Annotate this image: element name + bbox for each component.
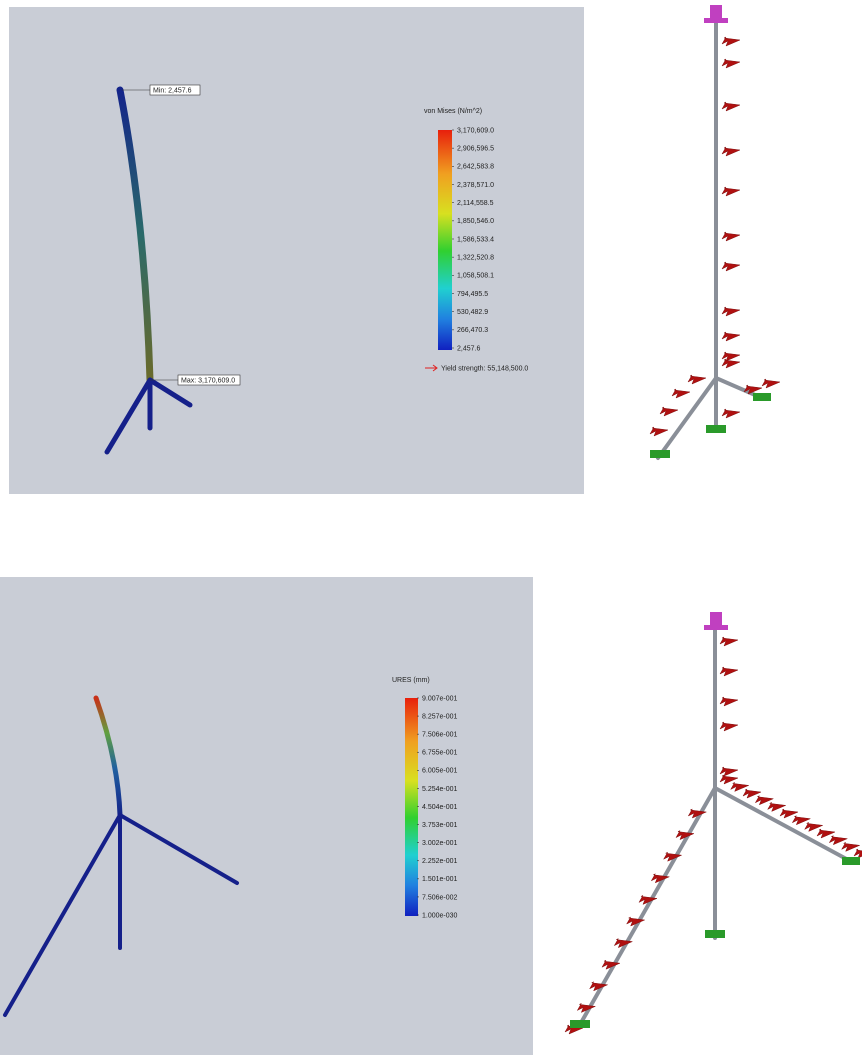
legend-label: 3.002e-001 [422,840,458,847]
viewport [9,7,584,494]
legend-label: 2.252e-001 [422,858,458,865]
load-arrow [722,409,740,418]
legend-label: 794,495.5 [457,291,488,298]
load-arrow [722,359,740,368]
load-arrow [720,775,738,784]
legend-label: 7.506e-001 [422,732,458,739]
legend-label: 2,114,558.5 [457,200,494,207]
viewport [0,577,533,1055]
legend-label: 9.007e-001 [422,695,458,702]
legend-label: 4.504e-001 [422,804,458,811]
load-arrow [672,389,690,398]
load-arrow [722,187,740,196]
legend-label: 1.501e-001 [422,876,458,883]
legend-label: 8.257e-001 [422,713,458,720]
legend-label: 530,482.9 [457,309,488,316]
legend-label: 2,378,571.0 [457,182,494,189]
load-arrow [720,667,738,676]
legend-label: 2,457.6 [457,345,480,352]
load-arrow [660,407,678,416]
max-label: Max: 3,170,609.0 [181,377,235,384]
legend-label: 1,586,533.4 [457,236,494,243]
load-arrow [762,379,780,388]
load-arrow [722,37,740,46]
load-arrow [720,722,738,731]
structure [578,615,852,1028]
legend-label: 2,642,583.8 [457,164,494,171]
legend-label: 6.755e-001 [422,750,458,757]
load-arrow [722,262,740,271]
load-arrow [688,375,706,384]
legend-label: 6.005e-001 [422,768,458,775]
legend-label: 5.254e-001 [422,786,458,793]
load-arrow [650,427,668,436]
load-arrow [720,767,738,776]
load-arrow [720,697,738,706]
legend-label: 2,906,596.5 [457,146,494,153]
load-arrow [722,232,740,241]
load-arrow [722,307,740,316]
color-bar [405,698,418,916]
load-arrow [720,637,738,646]
load-arrow [722,102,740,111]
structure [658,12,762,458]
legend-title: URES (mm) [392,677,430,684]
min-label: Min: 2,457.6 [153,87,192,94]
legend-label: 1.000e-030 [422,912,458,919]
yield-note: Yield strength: 55,148,500.0 [441,365,528,372]
load-arrow [722,147,740,156]
load-arrow [722,332,740,341]
legend-label: 1,322,520.8 [457,255,494,262]
legend-label: 3,170,609.0 [457,127,494,134]
legend-label: 1,850,546.0 [457,218,494,225]
legend-label: 3.753e-001 [422,822,458,829]
legend-label: 1,058,508.1 [457,273,494,280]
color-bar [438,130,452,350]
legend-title: von Mises (N/m^2) [424,108,482,115]
load-arrow [722,59,740,68]
legend-label: 7.506e-002 [422,894,458,901]
screenshot: Min: 2,457.6 Max: 3,170,609.0 von Mises … [0,0,862,1055]
load-arrow [854,849,862,858]
legend-label: 266,470.3 [457,327,488,334]
